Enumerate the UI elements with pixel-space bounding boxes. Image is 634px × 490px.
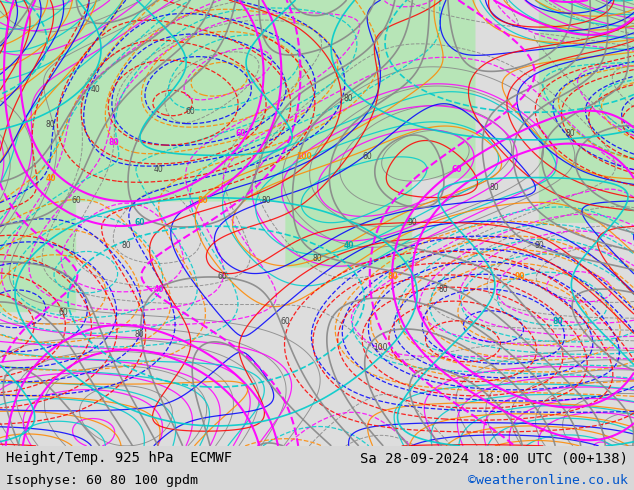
Text: 80: 80 <box>553 317 563 325</box>
Text: 80: 80 <box>198 196 208 205</box>
Text: 90: 90 <box>407 219 417 227</box>
Text: 80: 80 <box>388 272 398 281</box>
Text: 80: 80 <box>566 129 576 138</box>
Text: 60: 60 <box>363 151 373 161</box>
Text: Height/Temp. 925 hPa  ECMWF: Height/Temp. 925 hPa ECMWF <box>6 451 233 465</box>
Text: 60: 60 <box>451 165 462 174</box>
Text: 80: 80 <box>439 285 449 294</box>
Text: 60: 60 <box>280 317 290 325</box>
Text: 60: 60 <box>217 272 227 281</box>
Text: 40: 40 <box>153 285 164 294</box>
Text: 80: 80 <box>344 94 354 102</box>
Text: 80: 80 <box>489 183 500 192</box>
Text: 80: 80 <box>261 196 271 205</box>
Text: 80: 80 <box>46 121 56 129</box>
Text: 100: 100 <box>297 151 312 161</box>
Text: 80: 80 <box>122 241 132 250</box>
Text: 80: 80 <box>134 330 145 339</box>
Text: 60: 60 <box>71 196 81 205</box>
Text: 60: 60 <box>134 219 145 227</box>
Text: 40: 40 <box>46 174 56 183</box>
Text: 40: 40 <box>153 165 164 174</box>
Text: Sa 28-09-2024 18:00 UTC (00+138): Sa 28-09-2024 18:00 UTC (00+138) <box>359 451 628 465</box>
Text: 80: 80 <box>312 254 322 263</box>
Text: 90: 90 <box>515 272 525 281</box>
Text: Isophyse: 60 80 100 gpdm: Isophyse: 60 80 100 gpdm <box>6 474 198 487</box>
Text: 40: 40 <box>90 85 100 94</box>
Text: 60: 60 <box>236 129 246 138</box>
Text: 80: 80 <box>109 138 119 147</box>
Text: 60: 60 <box>58 308 68 317</box>
Text: 60: 60 <box>185 107 195 116</box>
Text: 40: 40 <box>344 241 354 250</box>
Text: 90: 90 <box>534 241 544 250</box>
Text: 100: 100 <box>373 343 387 352</box>
Text: ©weatheronline.co.uk: ©weatheronline.co.uk <box>468 474 628 487</box>
